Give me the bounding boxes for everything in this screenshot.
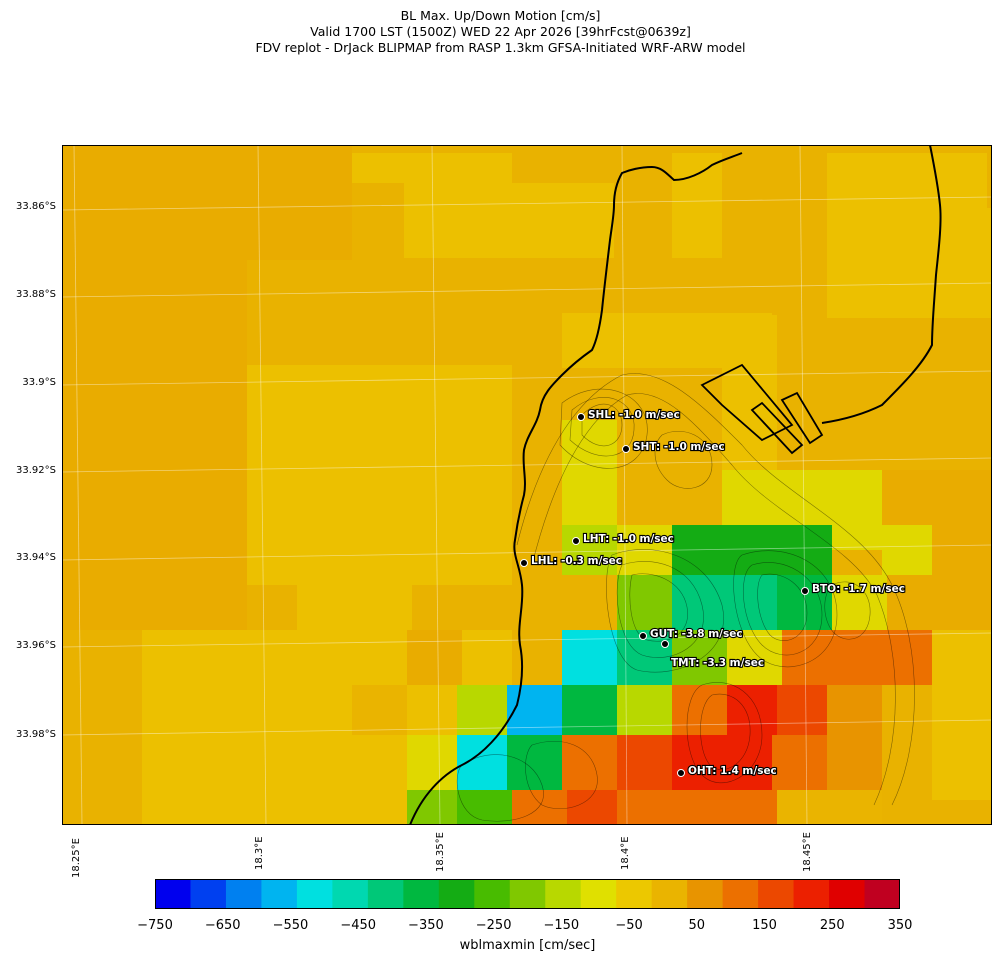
colorbar-tick-label: −250 [475, 918, 512, 933]
station-marker[interactable] [572, 537, 580, 545]
lon-label: 18.3°E [254, 836, 265, 870]
station-lht[interactable]: LHT: -1.0 m/sec [572, 532, 675, 546]
station-gut[interactable]: GUT: -3.8 m/sec [639, 627, 744, 641]
station-marker[interactable] [577, 413, 585, 421]
colorbar-tick-label: 250 [819, 918, 845, 933]
colorbar-swatch [225, 879, 262, 909]
colorbar-tick-label: −750 [137, 918, 173, 933]
colorbar-tick-label: 50 [688, 918, 706, 933]
lat-label: 33.98°S [16, 729, 56, 740]
station-label: SHT: -1.0 m/sec [633, 441, 725, 453]
colorbar-swatch [474, 879, 511, 909]
colorbar-label: wblmaxmin [cm/sec] [459, 938, 596, 953]
colorbar-swatch [722, 879, 759, 909]
stations[interactable]: SHL: -1.0 m/sec SHT: -1.0 m/sec LHT: -1.… [520, 408, 906, 778]
lat-label: 33.92°S [16, 465, 56, 476]
colorbar-tick-label: −150 [543, 918, 580, 933]
colorbar-swatch [651, 879, 688, 909]
station-tmt[interactable]: TMT: -3.3 m/sec [661, 640, 765, 670]
colorbar-swatch [829, 879, 866, 909]
field-cells [62, 145, 992, 825]
station-label: LHT: -1.0 m/sec [583, 533, 674, 545]
colorbar-swatch [545, 879, 582, 909]
station-label: SHL: -1.0 m/sec [588, 409, 680, 421]
terrain-contours [456, 373, 915, 822]
forecast-map[interactable]: SHL: -1.0 m/sec SHT: -1.0 m/sec LHT: -1.… [62, 145, 992, 825]
colorbar-tick-label: −350 [408, 918, 444, 933]
station-label: BTO: -1.7 m/sec [812, 583, 905, 595]
colorbar-swatch [793, 879, 830, 909]
lon-label: 18.25°E [71, 838, 82, 878]
station-oht[interactable]: OHT: 1.4 m/sec [677, 764, 778, 778]
colorbar [155, 879, 900, 909]
colorbar-tick-label: −650 [204, 918, 241, 933]
colorbar-swatch [403, 879, 440, 909]
station-marker[interactable] [639, 632, 647, 640]
colorbar-tick-label: 150 [752, 918, 777, 933]
colorbar-swatch [367, 879, 404, 909]
colorbar-swatch [687, 879, 724, 909]
graticule [62, 145, 992, 825]
colorbar-swatch [864, 879, 900, 909]
lon-label: 18.35°E [435, 832, 446, 872]
colorbar-tick-label: −50 [615, 918, 643, 933]
colorbar-swatch [190, 879, 227, 909]
station-label: LHL: -0.3 m/sec [531, 555, 622, 567]
lat-label: 33.9°S [22, 377, 56, 388]
colorbar-swatch [616, 879, 653, 909]
station-lhl[interactable]: LHL: -0.3 m/sec [520, 554, 623, 568]
station-shl[interactable]: SHL: -1.0 m/sec [577, 408, 681, 422]
colorbar-swatch [758, 879, 795, 909]
station-marker[interactable] [801, 587, 809, 595]
lat-label: 33.86°S [16, 201, 56, 212]
lon-label: 18.45°E [802, 832, 813, 872]
lon-label: 18.4°E [620, 836, 631, 870]
colorbar-swatch [261, 879, 298, 909]
colorbar-tick-label: −450 [340, 918, 377, 933]
colorbar-swatch [438, 879, 475, 909]
map-valid-time: Valid 1700 LST (1500Z) WED 22 Apr 2026 [… [310, 24, 691, 39]
map-title: BL Max. Up/Down Motion [cm/s] [400, 8, 601, 23]
colorbar-swatch [296, 879, 333, 909]
lat-label: 33.88°S [16, 289, 56, 300]
station-marker[interactable] [677, 769, 685, 777]
station-sht[interactable]: SHT: -1.0 m/sec [622, 440, 726, 454]
map-source: FDV replot - DrJack BLIPMAP from RASP 1.… [255, 40, 746, 55]
station-label: OHT: 1.4 m/sec [688, 765, 777, 777]
lat-label: 33.96°S [16, 640, 56, 651]
lat-label: 33.94°S [16, 552, 56, 563]
colorbar-swatch [580, 879, 617, 909]
harbour-breakwaters [700, 363, 824, 455]
station-label: GUT: -3.8 m/sec [650, 628, 743, 640]
station-bto[interactable]: BTO: -1.7 m/sec [801, 582, 906, 596]
station-marker[interactable] [622, 445, 630, 453]
colorbar-swatch [155, 879, 191, 909]
station-marker[interactable] [661, 640, 669, 648]
colorbar-frame [155, 879, 900, 909]
colorbar-swatch [509, 879, 546, 909]
station-label: TMT: -3.3 m/sec [671, 657, 764, 669]
station-marker[interactable] [520, 559, 528, 567]
colorbar-tick-label: 350 [887, 918, 913, 933]
coastline [409, 145, 942, 825]
colorbar-swatch [332, 879, 369, 909]
map-frame [62, 145, 992, 825]
colorbar-tick-label: −550 [272, 918, 309, 933]
